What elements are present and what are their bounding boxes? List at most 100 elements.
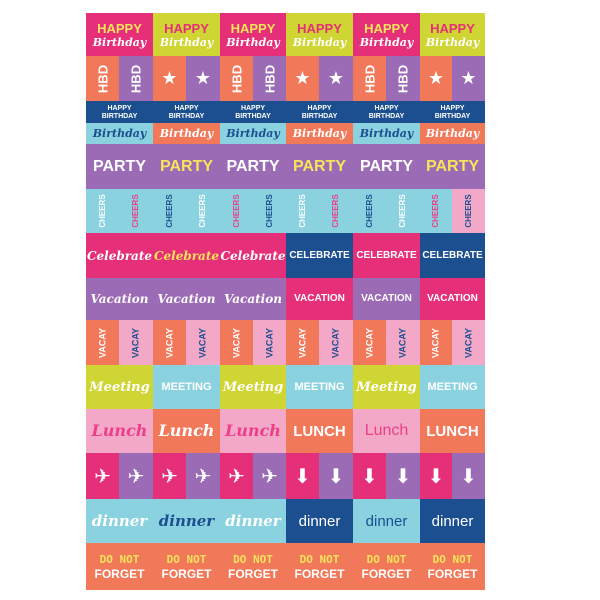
- do-not-forget-sticker[interactable]: DO NOT FORGET: [353, 543, 420, 590]
- sticker-label: CHEERS: [364, 194, 374, 228]
- cheers-sticker[interactable]: CHEERS CHEERS: [153, 189, 220, 233]
- sticker-label: HBD: [95, 64, 110, 93]
- travel-sticker[interactable]: ✈ ✈: [220, 453, 286, 499]
- lunch-sticker[interactable]: LUNCH: [420, 409, 485, 453]
- sticker-label: Celebrate: [86, 248, 153, 263]
- do-not-forget-sticker[interactable]: DO NOT FORGET: [286, 543, 353, 590]
- sticker-label: DO NOT FORGET: [86, 543, 153, 590]
- dinner-sticker[interactable]: dinner: [153, 499, 220, 543]
- vacation-sticker[interactable]: VACATION: [420, 278, 485, 320]
- meeting-sticker[interactable]: Meeting: [86, 365, 153, 409]
- happy-birthday-sticker[interactable]: HAPPY Birthday: [220, 13, 286, 56]
- celebrate-sticker[interactable]: CELEBRATE: [420, 233, 485, 278]
- hbd-sticker[interactable]: HBD HBD: [86, 56, 153, 101]
- hbd-sticker[interactable]: ★ ★: [153, 56, 220, 101]
- cheers-sticker[interactable]: CHEERS CHEERS: [220, 189, 286, 233]
- party-sticker[interactable]: PARTY: [153, 144, 220, 189]
- hbd-sticker[interactable]: ★ ★: [420, 56, 485, 101]
- dinner-sticker[interactable]: dinner: [353, 499, 420, 543]
- celebrate-sticker[interactable]: CELEBRATE: [353, 233, 420, 278]
- happy-birthday-sticker[interactable]: HAPPY Birthday: [86, 13, 153, 56]
- do-not-forget-sticker[interactable]: DO NOT FORGET: [86, 543, 153, 590]
- happy-birthday-small-sticker[interactable]: HAPPY BIRTHDAY: [86, 101, 153, 123]
- do-not-forget-sticker[interactable]: DO NOT FORGET: [220, 543, 286, 590]
- cheers-sticker[interactable]: CHEERS CHEERS: [353, 189, 420, 233]
- vacay-sticker[interactable]: VACAY VACAY: [86, 320, 153, 365]
- vacation-sticker[interactable]: Vacation: [153, 278, 220, 320]
- dinner-sticker[interactable]: dinner: [286, 499, 353, 543]
- happy-birthday-small-sticker[interactable]: HAPPY BIRTHDAY: [420, 101, 485, 123]
- celebrate-sticker[interactable]: Celebrate: [153, 233, 220, 278]
- hbd-sticker[interactable]: ★ ★: [286, 56, 353, 101]
- vacay-sticker[interactable]: VACAY VACAY: [353, 320, 420, 365]
- party-sticker[interactable]: PARTY: [286, 144, 353, 189]
- travel-sticker[interactable]: ⬇ ⬇: [353, 453, 420, 499]
- do-not-forget-sticker[interactable]: DO NOT FORGET: [153, 543, 220, 590]
- vacay-sticker[interactable]: VACAY VACAY: [153, 320, 220, 365]
- birthday-sticker[interactable]: Birthday: [353, 123, 420, 144]
- travel-sticker[interactable]: ⬇ ⬇: [286, 453, 353, 499]
- meeting-sticker[interactable]: MEETING: [420, 365, 485, 409]
- birthday-sticker[interactable]: Birthday: [420, 123, 485, 144]
- sticker-half: VACAY: [119, 320, 153, 365]
- travel-sticker[interactable]: ✈ ✈: [153, 453, 220, 499]
- sticker-label: CHEERS: [398, 194, 407, 228]
- cheers-sticker[interactable]: CHEERS CHEERS: [86, 189, 153, 233]
- celebrate-sticker[interactable]: Celebrate: [220, 233, 286, 278]
- vacay-sticker[interactable]: VACAY VACAY: [286, 320, 353, 365]
- birthday-sticker[interactable]: Birthday: [220, 123, 286, 144]
- happy-birthday-sticker[interactable]: HAPPY Birthday: [353, 13, 420, 56]
- meeting-sticker[interactable]: Meeting: [353, 365, 420, 409]
- sticker-half: ★: [420, 56, 452, 101]
- lunch-sticker[interactable]: LUNCH: [286, 409, 353, 453]
- sticker-half: VACAY: [220, 320, 253, 365]
- airplane-icon: ✈: [194, 464, 212, 488]
- vacation-sticker[interactable]: VACATION: [353, 278, 420, 320]
- happy-birthday-sticker[interactable]: HAPPY Birthday: [286, 13, 353, 56]
- party-sticker[interactable]: PARTY: [220, 144, 286, 189]
- hbd-sticker[interactable]: HBD HBD: [220, 56, 286, 101]
- dinner-sticker[interactable]: dinner: [420, 499, 485, 543]
- vacay-sticker[interactable]: VACAY VACAY: [420, 320, 485, 365]
- happy-birthday-small-sticker[interactable]: HAPPY BIRTHDAY: [220, 101, 286, 123]
- travel-sticker[interactable]: ⬇ ⬇: [420, 453, 485, 499]
- birthday-sticker[interactable]: Birthday: [286, 123, 353, 144]
- sticker-label: CELEBRATE: [289, 249, 350, 261]
- vacay-sticker[interactable]: VACAY VACAY: [220, 320, 286, 365]
- birthday-sticker[interactable]: Birthday: [86, 123, 153, 144]
- sticker-label: DO NOT FORGET: [420, 543, 485, 590]
- party-sticker[interactable]: PARTY: [420, 144, 485, 189]
- lunch-sticker[interactable]: Lunch: [153, 409, 220, 453]
- dinner-sticker[interactable]: dinner: [220, 499, 286, 543]
- vacation-sticker[interactable]: VACATION: [286, 278, 353, 320]
- sticker-half: ★: [452, 56, 485, 101]
- vacation-sticker[interactable]: Vacation: [86, 278, 153, 320]
- dinner-sticker[interactable]: dinner: [86, 499, 153, 543]
- celebrate-sticker[interactable]: Celebrate: [86, 233, 153, 278]
- lunch-sticker[interactable]: Lunch: [86, 409, 153, 453]
- happy-birthday-sticker[interactable]: HAPPY Birthday: [420, 13, 485, 56]
- happy-birthday-sticker[interactable]: HAPPY Birthday: [153, 13, 220, 56]
- happy-birthday-small-sticker[interactable]: HAPPY BIRTHDAY: [286, 101, 353, 123]
- party-sticker[interactable]: PARTY: [86, 144, 153, 189]
- meeting-sticker[interactable]: Meeting: [220, 365, 286, 409]
- do-not-forget-sticker[interactable]: DO NOT FORGET: [420, 543, 485, 590]
- lunch-sticker[interactable]: Lunch: [220, 409, 286, 453]
- cheers-sticker[interactable]: CHEERS CHEERS: [420, 189, 485, 233]
- cheers-sticker[interactable]: CHEERS CHEERS: [286, 189, 353, 233]
- hbd-sticker[interactable]: HBD HBD: [353, 56, 420, 101]
- happy-birthday-small-sticker[interactable]: HAPPY BIRTHDAY: [353, 101, 420, 123]
- travel-sticker[interactable]: ✈ ✈: [86, 453, 153, 499]
- airplane-icon: ✈: [127, 464, 145, 488]
- party-sticker[interactable]: PARTY: [353, 144, 420, 189]
- happy-birthday-small-sticker[interactable]: HAPPY BIRTHDAY: [153, 101, 220, 123]
- vacation-sticker[interactable]: Vacation: [220, 278, 286, 320]
- meeting-sticker[interactable]: MEETING: [153, 365, 220, 409]
- celebrate-sticker[interactable]: CELEBRATE: [286, 233, 353, 278]
- lunch-sticker[interactable]: Lunch: [353, 409, 420, 453]
- sticker-label: Birthday: [359, 127, 414, 140]
- sticker-half: VACAY: [86, 320, 119, 365]
- sticker-half: ⬇: [452, 453, 485, 499]
- meeting-sticker[interactable]: MEETING: [286, 365, 353, 409]
- birthday-sticker[interactable]: Birthday: [153, 123, 220, 144]
